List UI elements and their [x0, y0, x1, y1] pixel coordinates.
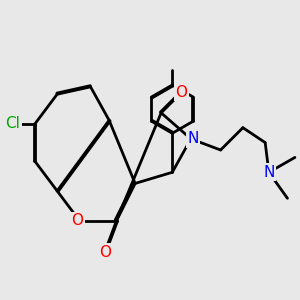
Text: O: O: [176, 85, 188, 100]
Text: N: N: [263, 165, 275, 180]
Text: O: O: [72, 213, 84, 228]
Text: N: N: [187, 131, 198, 146]
Text: O: O: [99, 245, 111, 260]
Text: Cl: Cl: [5, 116, 20, 131]
